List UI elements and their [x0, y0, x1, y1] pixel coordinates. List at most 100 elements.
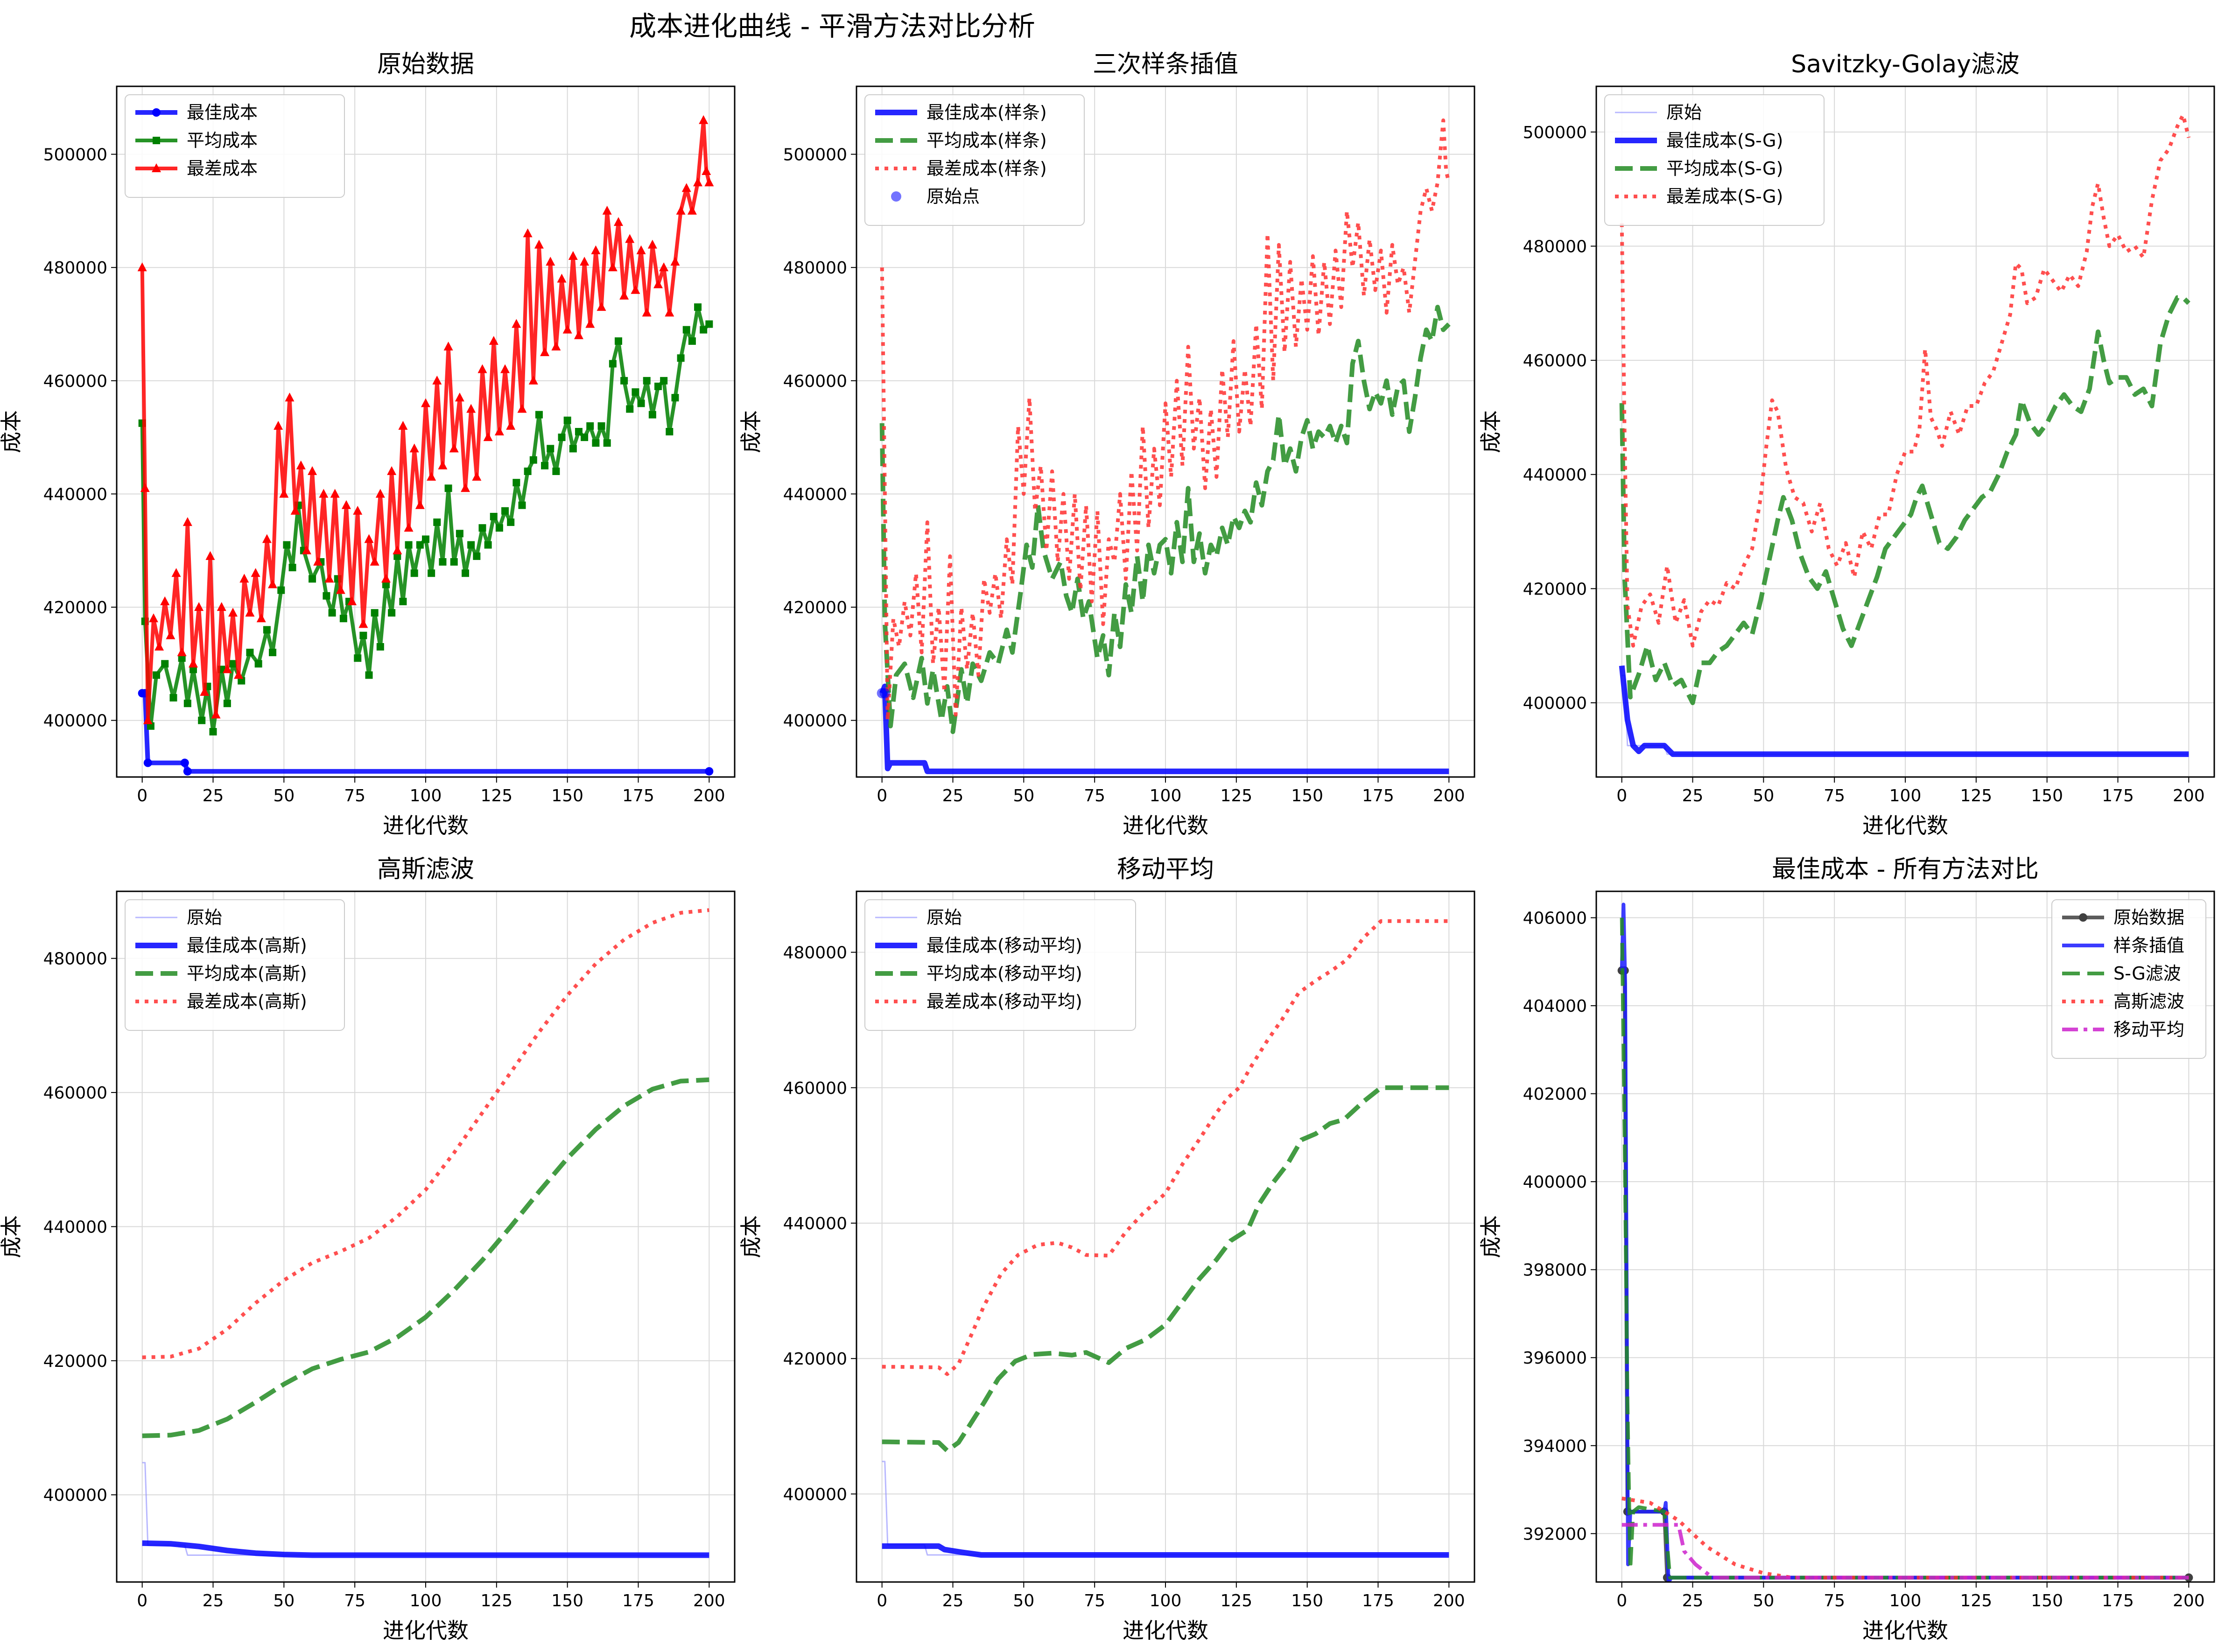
legend-label: 平均成本(移动平均)	[926, 963, 1082, 984]
legend-entry: 平均成本(S-G)	[1615, 158, 1783, 179]
series-2-marker	[654, 382, 662, 390]
series-1-marker	[183, 767, 192, 776]
series-2-marker	[614, 337, 622, 345]
x-tick-label: 75	[1824, 1591, 1845, 1610]
series-2-marker	[478, 524, 486, 532]
series-3-marker	[665, 308, 674, 317]
series-3-marker	[200, 687, 210, 696]
y-tick-label: 406000	[1523, 909, 1587, 928]
x-tick-label: 150	[1291, 1591, 1323, 1610]
x-tick-label: 150	[2031, 1591, 2063, 1610]
x-tick-label: 175	[2102, 1591, 2134, 1610]
legend-entry: 最佳成本	[135, 102, 258, 123]
series-2-marker	[677, 354, 685, 362]
legend-label: 样条插值	[2113, 935, 2184, 956]
figure-title: 成本进化曲线 - 平滑方法对比分析	[629, 10, 1035, 42]
series-2-marker	[495, 524, 503, 532]
series-3-marker	[409, 443, 419, 453]
series-group	[882, 919, 1449, 1558]
series-2-marker	[339, 615, 347, 623]
x-axis-label: 进化代数	[1862, 1618, 1948, 1643]
series-3-marker	[154, 641, 164, 651]
series-group	[142, 908, 709, 1558]
y-tick-label: 394000	[1523, 1437, 1587, 1456]
x-tick-label: 25	[1682, 1591, 1704, 1610]
y-tick-label: 400000	[1523, 1173, 1587, 1192]
x-tick-label: 100	[410, 1591, 442, 1610]
series-2-marker	[229, 660, 237, 668]
series-3-marker	[597, 302, 606, 311]
y-tick-label: 460000	[1523, 351, 1587, 371]
series-3-marker	[562, 324, 572, 334]
legend-label: 平均成本	[187, 130, 258, 151]
subplot-title: 最佳成本 - 所有方法对比	[1772, 855, 2039, 883]
series-3-marker	[517, 404, 527, 413]
subplot-2: 0 25 50 75 100 125 150 175 200 400000 420000 440000…	[738, 50, 1475, 838]
series-3-marker	[438, 460, 448, 469]
y-tick-label: 400000	[43, 1486, 107, 1505]
series-3-marker	[160, 596, 170, 605]
x-tick-label: 75	[1824, 786, 1845, 805]
legend-label: 最佳成本(样条)	[926, 102, 1047, 123]
series-2-line	[879, 305, 1451, 734]
x-tick-label: 200	[693, 786, 725, 805]
series-2-marker	[153, 671, 161, 679]
legend-frame	[864, 899, 1136, 1031]
series-3-marker	[653, 279, 663, 288]
series-2-marker	[569, 445, 577, 453]
y-tick-label: 420000	[43, 1352, 107, 1371]
series-3-marker	[370, 557, 379, 566]
subplot-4: 0 25 50 75 100 125 150 175 200 400000 420000 440000…	[0, 855, 736, 1643]
series-2-marker	[467, 541, 475, 549]
legend-entry: S-G滤波	[2062, 963, 2181, 984]
legend-entry: 平均成本	[135, 130, 258, 151]
legend-marker	[152, 108, 161, 117]
series-2-marker	[581, 434, 589, 441]
legend-frame	[864, 94, 1085, 226]
series-2-marker	[405, 541, 413, 549]
y-tick-label: 440000	[43, 1218, 107, 1237]
x-tick-label: 0	[1616, 786, 1627, 805]
x-tick-label: 150	[551, 1591, 583, 1610]
subplot-grid: 0 25 50 75 100 125 150 175 200 400000 420000 440000…	[0, 50, 2215, 1643]
series-2-marker	[382, 581, 390, 588]
series-3-line	[1620, 917, 2189, 1580]
y-tick-label: 440000	[43, 485, 107, 504]
series-3-marker	[140, 483, 150, 492]
series-2-line	[1619, 665, 2189, 757]
legend-frame	[2051, 899, 2206, 1059]
y-tick-label: 440000	[783, 1214, 847, 1233]
subplot-3: 0 25 50 75 100 125 150 175 200 400000 420000 440000…	[1478, 50, 2215, 838]
series-3-marker	[217, 602, 226, 611]
y-tick-label: 400000	[1523, 694, 1587, 713]
x-tick-label: 75	[1084, 1591, 1105, 1610]
y-tick-label: 500000	[43, 146, 107, 165]
x-tick-label: 125	[480, 1591, 512, 1610]
series-3-marker	[466, 404, 476, 413]
x-tick-label: 50	[1753, 786, 1774, 805]
series-3-marker	[631, 285, 640, 294]
series-3-marker	[449, 443, 459, 453]
series-2-marker	[700, 326, 708, 334]
series-2-marker	[277, 586, 285, 594]
series-3-marker	[188, 658, 198, 668]
legend-label: 平均成本(S-G)	[1666, 158, 1783, 179]
legend-label: 最佳成本	[187, 102, 258, 123]
legend-label: 最差成本(移动平均)	[926, 991, 1082, 1012]
series-4-line	[1620, 113, 2191, 648]
y-tick-label: 460000	[783, 1079, 847, 1098]
subplot-1: 0 25 50 75 100 125 150 175 200 400000 420000 440000…	[0, 50, 736, 838]
series-3-marker	[143, 715, 153, 724]
x-tick-label: 175	[1362, 1591, 1394, 1610]
series-3-marker	[500, 364, 510, 373]
series-3-marker	[568, 251, 578, 260]
x-tick-label: 50	[1753, 1591, 1774, 1610]
y-tick-label: 480000	[783, 259, 847, 278]
series-3-marker	[364, 534, 374, 543]
series-3-marker	[494, 427, 504, 435]
series-2-marker	[490, 512, 498, 520]
series-3-marker	[245, 608, 255, 617]
series-3-marker	[256, 613, 266, 623]
plot-frame	[856, 85, 1475, 778]
